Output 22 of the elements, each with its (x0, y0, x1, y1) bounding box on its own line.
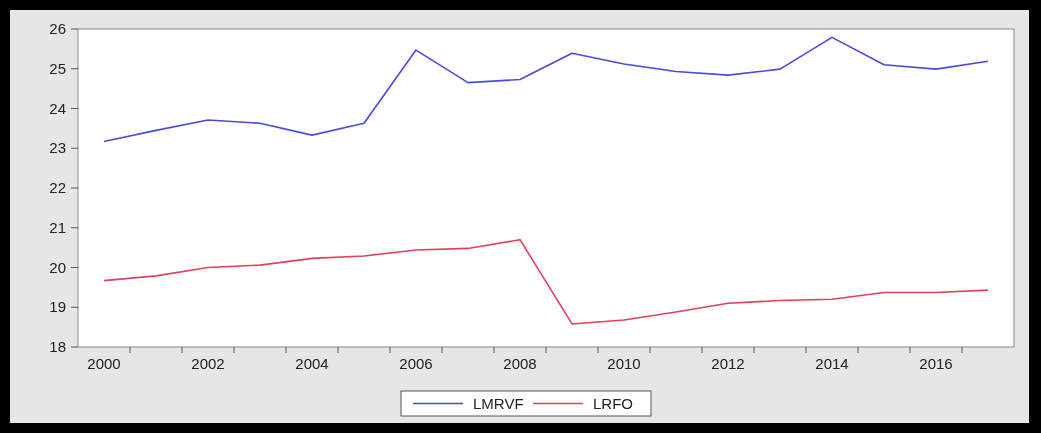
x-tick-label: 2010 (607, 355, 641, 372)
y-tick-label: 20 (49, 258, 66, 276)
x-tick-label: 2004 (295, 355, 329, 372)
y-tick-label: 19 (49, 298, 66, 316)
legend-label: LRFO (593, 395, 634, 412)
x-tick-label: 2006 (399, 355, 433, 372)
y-tick-label: 23 (49, 139, 66, 157)
y-tick-label: 18 (49, 338, 66, 355)
line-series (103, 36, 989, 143)
y-tick-label: 21 (49, 218, 66, 236)
x-tick-label: 2008 (503, 355, 537, 372)
y-tick-label: 26 (49, 20, 66, 37)
x-tick-label: 2016 (919, 355, 953, 372)
legend-label: LMRVF (473, 395, 524, 412)
y-tick-label: 22 (49, 179, 66, 196)
x-tick-label: 2002 (191, 355, 225, 372)
y-tick-label: 25 (49, 59, 66, 77)
x-tick-label: 2014 (815, 355, 849, 372)
x-tick-label: 2000 (87, 355, 121, 372)
x-tick-label: 2012 (711, 355, 745, 372)
line-series (103, 238, 989, 325)
y-tick-label: 24 (49, 99, 66, 117)
